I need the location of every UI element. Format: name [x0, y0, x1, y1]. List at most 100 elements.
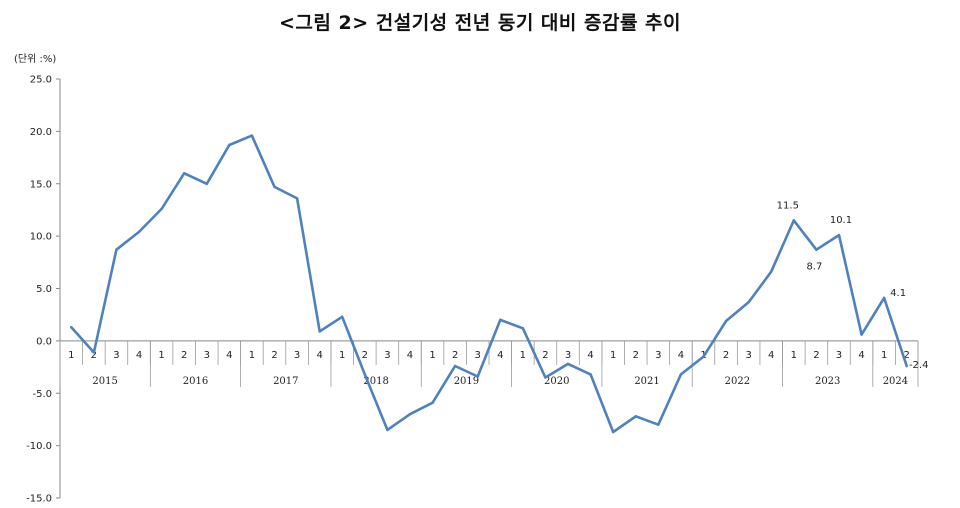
- x-quarter-label: 4: [587, 350, 593, 361]
- x-quarter-label: 2: [181, 350, 187, 361]
- x-quarter-label: 2: [723, 350, 729, 361]
- series-point: [499, 318, 502, 322]
- series-point: [228, 143, 231, 147]
- series-point: [92, 351, 96, 354]
- series-point: [295, 197, 299, 200]
- x-quarter-label: 4: [858, 350, 864, 361]
- series-point: [657, 423, 660, 426]
- series-point: [115, 248, 118, 251]
- series-point: [634, 415, 637, 418]
- series-point: [679, 373, 683, 376]
- x-quarter-label: 1: [249, 350, 255, 361]
- series-point: [363, 373, 367, 376]
- x-quarter-label: 4: [136, 350, 142, 361]
- data-label: 10.1: [830, 215, 852, 226]
- series-point: [837, 233, 841, 237]
- y-tick-label: 25.0: [30, 75, 52, 86]
- x-year-label: 2023: [815, 376, 840, 387]
- x-quarter-label: 3: [836, 350, 842, 361]
- x-quarter-label: 2: [452, 350, 458, 361]
- x-year-label: 2021: [634, 376, 659, 387]
- series-point: [747, 300, 750, 304]
- series-point: [566, 362, 570, 366]
- chart-title: <그림 2> 건설기성 전년 동기 대비 증감률 추이: [278, 12, 682, 34]
- x-quarter-label: 2: [904, 350, 910, 361]
- y-tick-label: -5.0: [32, 389, 52, 400]
- unit-label: (단위 :%): [14, 54, 57, 65]
- data-label: 11.5: [777, 200, 799, 211]
- x-quarter-label: 4: [768, 350, 774, 361]
- x-quarter-label: 1: [610, 350, 616, 361]
- y-tick-label: -15.0: [26, 494, 52, 505]
- x-year-label: 2016: [183, 376, 208, 387]
- x-quarter-label: 4: [226, 350, 232, 361]
- x-quarter-label: 2: [271, 350, 277, 361]
- series-point: [905, 364, 908, 368]
- series-point: [724, 319, 728, 323]
- series-point: [702, 355, 705, 358]
- y-tick-label: 10.0: [30, 232, 52, 243]
- x-year-label: 2022: [725, 376, 750, 387]
- series-point: [137, 230, 141, 234]
- series-point: [611, 430, 615, 434]
- x-quarter-label: 1: [429, 350, 435, 361]
- series-point: [408, 413, 412, 416]
- data-label: 8.7: [806, 262, 822, 273]
- x-quarter-label: 3: [204, 350, 210, 361]
- series-point: [589, 373, 592, 376]
- series-point: [792, 219, 796, 222]
- series-point: [160, 207, 163, 211]
- series-point: [386, 428, 389, 432]
- series-point: [182, 172, 186, 175]
- series-point: [205, 182, 208, 185]
- y-tick-label: 15.0: [30, 179, 52, 190]
- x-quarter-label: 1: [158, 350, 164, 361]
- series-point: [860, 333, 863, 336]
- x-quarter-label: 2: [813, 350, 819, 361]
- series-point: [815, 248, 818, 251]
- x-quarter-label: 4: [316, 350, 322, 361]
- data-label: -2.4: [909, 360, 929, 371]
- x-quarter-label: 1: [791, 350, 797, 361]
- x-quarter-label: 3: [745, 350, 751, 361]
- series-point: [453, 364, 457, 368]
- series-point: [476, 375, 479, 378]
- y-tick-label: 5.0: [36, 284, 52, 295]
- series-point: [70, 326, 73, 329]
- x-quarter-label: 4: [678, 350, 684, 361]
- x-quarter-label: 3: [384, 350, 390, 361]
- x-quarter-label: 3: [294, 350, 300, 361]
- series-point: [341, 315, 344, 318]
- series-group: [70, 134, 909, 434]
- series-point: [770, 270, 773, 273]
- x-year-label: 2019: [454, 376, 479, 387]
- x-year-label: 2018: [363, 376, 388, 387]
- y-tick-label: 0.0: [36, 336, 52, 347]
- x-year-label: 2024: [883, 376, 908, 387]
- series-point: [544, 376, 547, 379]
- series-point: [318, 330, 321, 333]
- y-tick-label: 20.0: [30, 127, 52, 138]
- x-year-label: 2020: [544, 376, 569, 387]
- x-quarter-label: 1: [881, 350, 887, 361]
- x-year-label: 2017: [273, 376, 298, 387]
- data-label: 4.1: [890, 288, 906, 299]
- data-labels: 11.5 8.7 10.1 4.1 -2.4: [777, 200, 929, 371]
- x-quarter-label: 2: [91, 350, 97, 361]
- x-quarter-label: 2: [633, 350, 639, 361]
- x-quarter-label: 3: [475, 350, 481, 361]
- x-quarter-label: 3: [655, 350, 661, 361]
- chart-axes: [59, 79, 918, 498]
- series-point: [273, 185, 276, 189]
- x-quarter-label: 2: [542, 350, 548, 361]
- x-quarter-label: 1: [339, 350, 345, 361]
- x-quarter-label: 1: [520, 350, 526, 361]
- series-point: [521, 327, 525, 330]
- x-quarter-label: 3: [113, 350, 119, 361]
- y-axis-ticks: 25.0 20.0 15.0 10.0 5.0 0.0 -5.0 -10.0 -15.0: [26, 75, 60, 505]
- x-quarter-label: 2: [362, 350, 368, 361]
- series-point: [882, 296, 886, 300]
- x-year-label: 2015: [92, 376, 117, 387]
- series-point: [250, 134, 254, 137]
